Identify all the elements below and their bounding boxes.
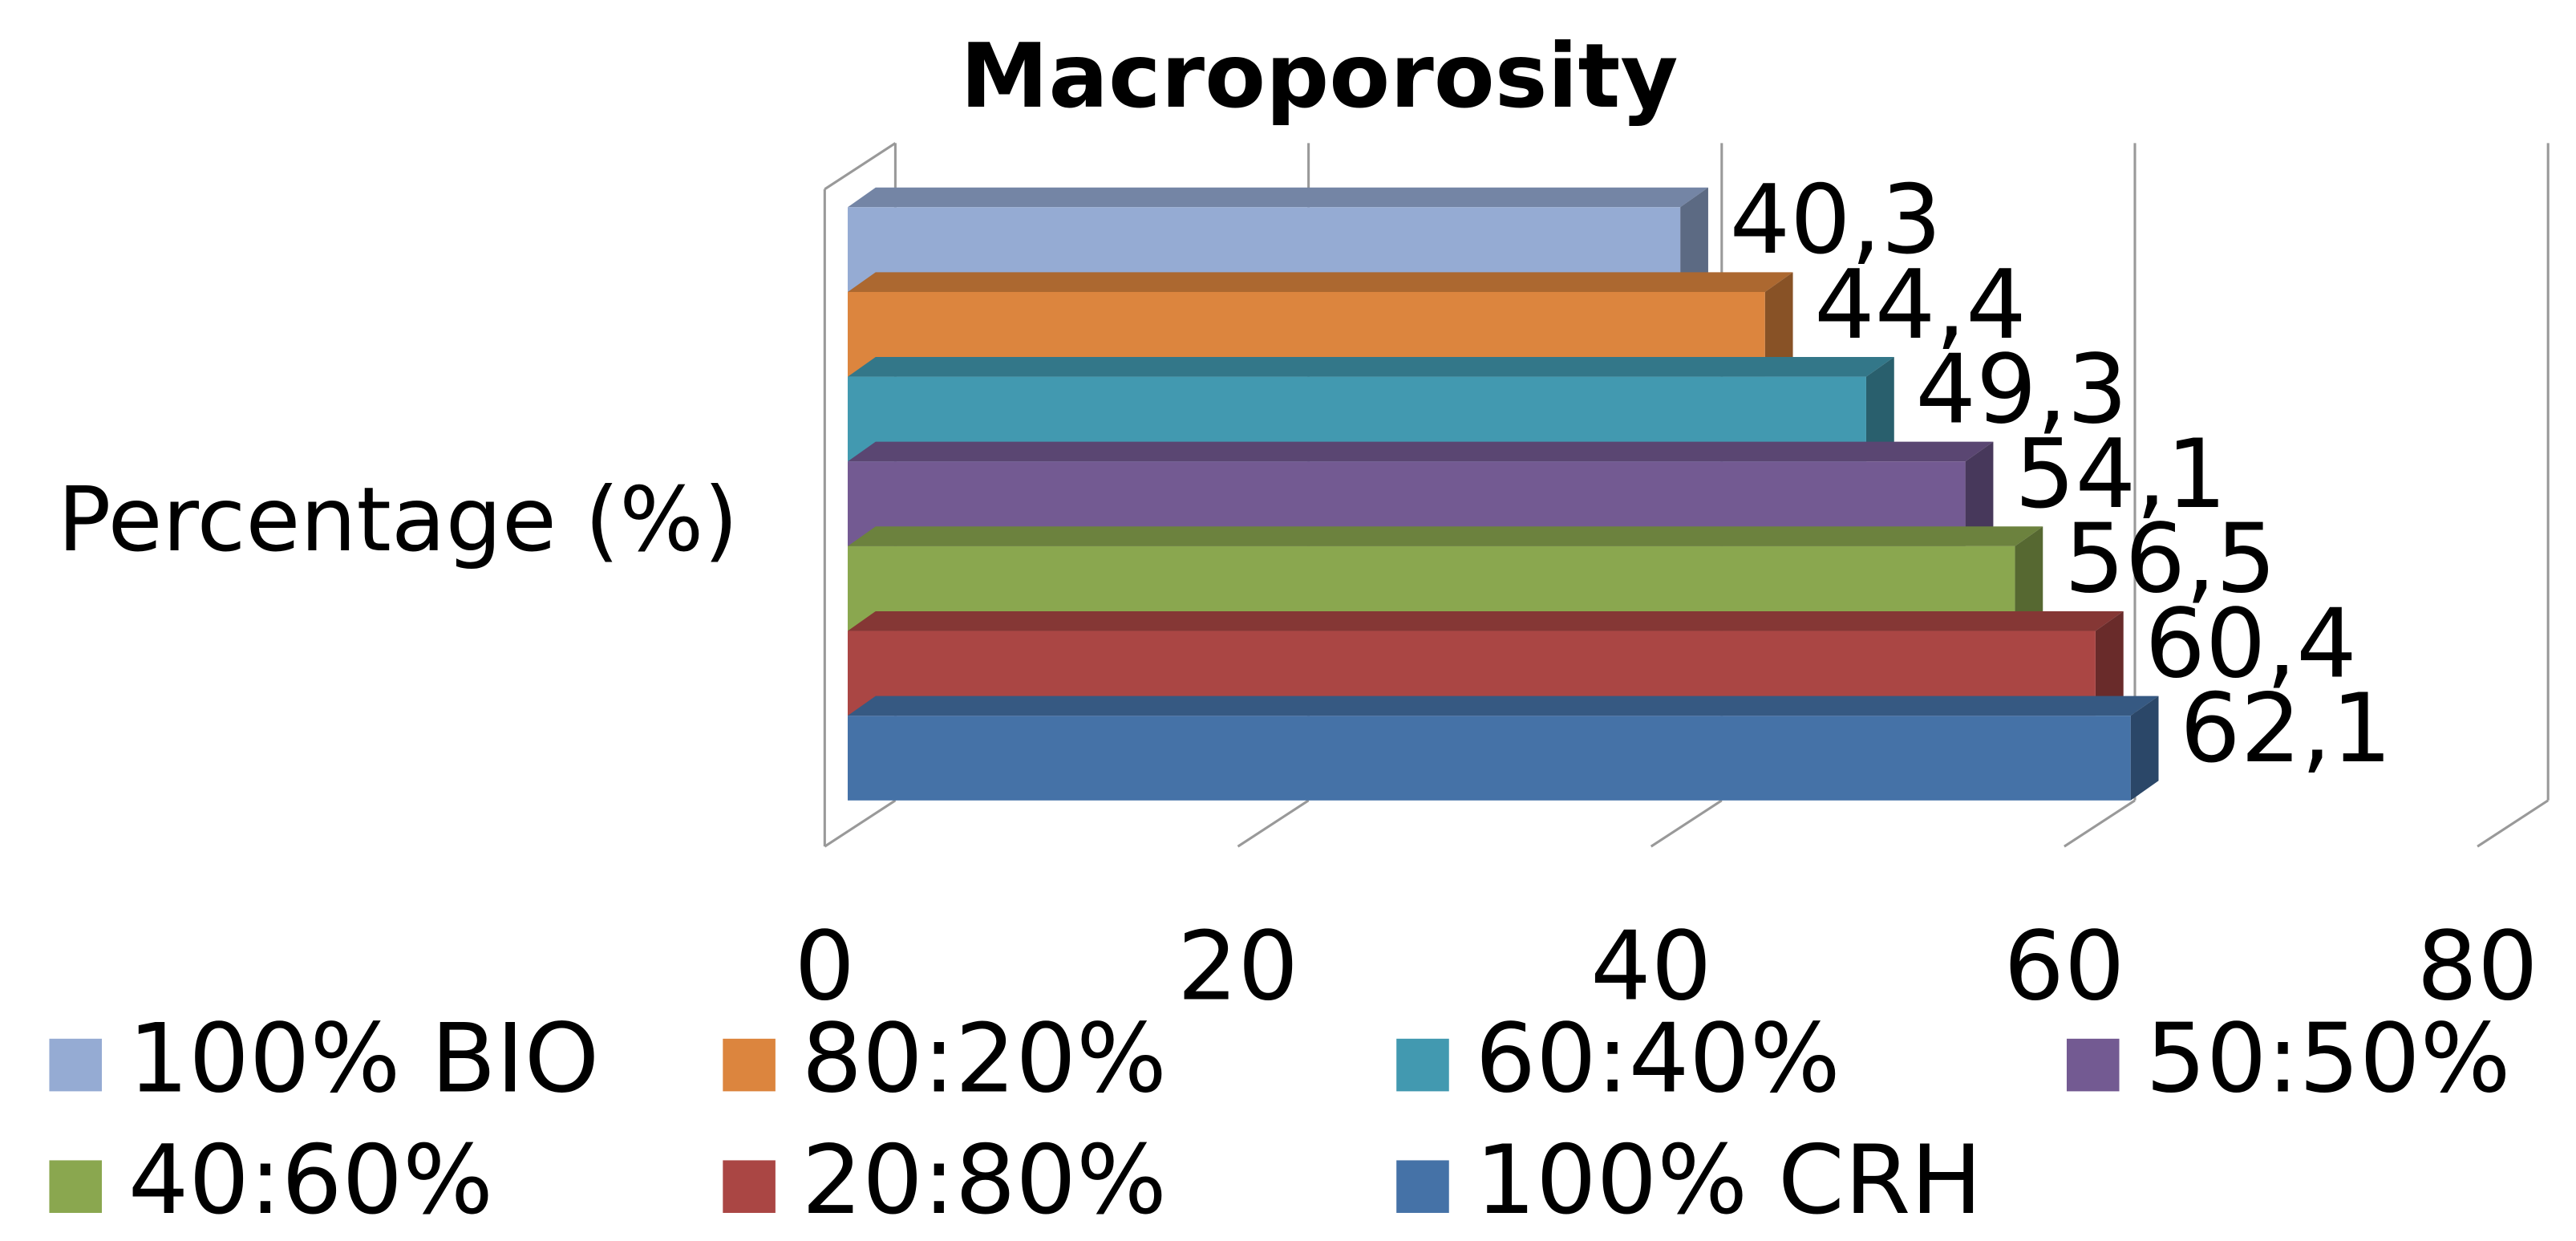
legend-swatch xyxy=(49,1038,103,1092)
floor-line xyxy=(1237,799,1310,848)
legend-swatch xyxy=(1396,1038,1449,1092)
bar xyxy=(848,716,2131,801)
data-label: 44,4 xyxy=(1814,250,2027,361)
bar-top xyxy=(848,610,2124,631)
x-tick-label: 80 xyxy=(2417,912,2538,1023)
floor-line xyxy=(824,799,897,848)
bar-top xyxy=(848,696,2159,716)
bar-top xyxy=(848,441,1994,462)
data-label: 40,3 xyxy=(1730,165,1942,276)
legend-label: 40:60% xyxy=(128,1125,493,1236)
bar-side xyxy=(2095,610,2124,716)
data-label: 54,1 xyxy=(2015,420,2227,530)
bar-top xyxy=(848,272,1793,292)
legend-label: 60:40% xyxy=(1476,1004,1841,1114)
legend-label: 100% CRH xyxy=(1476,1125,1983,1236)
y-axis-label: Percentage (%) xyxy=(58,468,739,572)
x-tick-label: 60 xyxy=(2003,912,2124,1023)
bar-side xyxy=(2015,526,2043,631)
legend-swatch xyxy=(49,1160,103,1213)
x-tick-label: 20 xyxy=(1177,912,1298,1023)
bar-top xyxy=(848,357,1894,377)
x-tick-label: 0 xyxy=(795,912,856,1023)
data-label: 60,4 xyxy=(2145,589,2357,700)
x-tick-label: 40 xyxy=(1590,912,1711,1023)
bar-side xyxy=(1965,441,1994,546)
legend-label: 20:80% xyxy=(802,1125,1167,1236)
legend-swatch xyxy=(723,1160,776,1213)
floor-line xyxy=(2064,799,2136,848)
legend-swatch xyxy=(1396,1160,1449,1213)
bar-top xyxy=(848,187,1708,208)
bar-side xyxy=(1865,357,1894,462)
legend-swatch xyxy=(2066,1038,2120,1092)
legend-label: 80:20% xyxy=(802,1004,1167,1114)
bar-side xyxy=(1764,272,1793,377)
legend-swatch xyxy=(723,1038,776,1092)
data-label: 56,5 xyxy=(2064,505,2277,615)
wall-edge xyxy=(824,142,897,191)
floor-line xyxy=(2477,799,2550,848)
legend-label: 100% BIO xyxy=(128,1004,599,1114)
bar-side xyxy=(1680,187,1708,292)
data-label: 62,1 xyxy=(2180,674,2392,785)
legend-label: 50:50% xyxy=(2145,1004,2510,1114)
bar-top xyxy=(848,526,2043,546)
chart-title: Macroporosity xyxy=(960,25,1678,128)
data-label: 49,3 xyxy=(1915,335,2128,445)
floor-line xyxy=(1650,799,1723,848)
bar-side xyxy=(2130,696,2159,801)
